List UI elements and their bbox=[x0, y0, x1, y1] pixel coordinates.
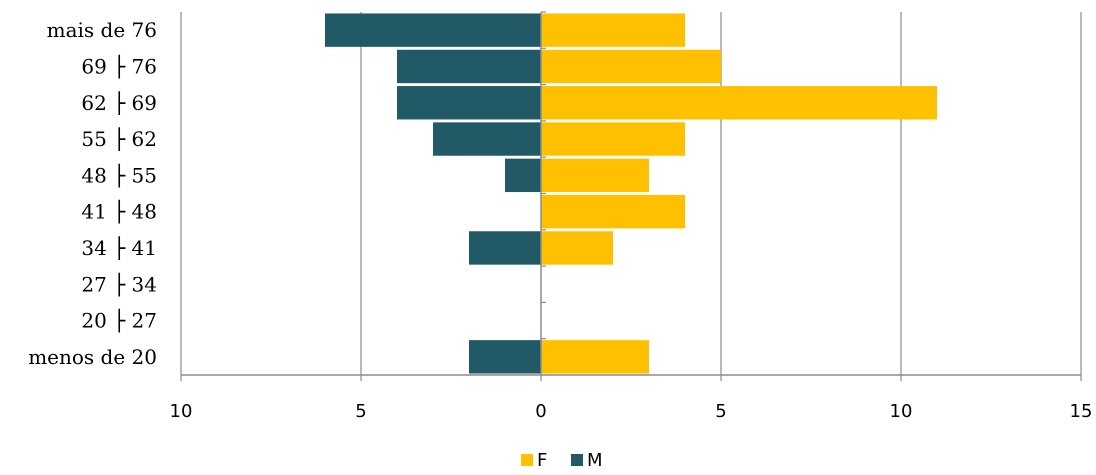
bar-M-8 bbox=[397, 49, 541, 84]
x-tick-label-4: 10 bbox=[890, 401, 913, 422]
legend-label-M: M bbox=[587, 450, 603, 471]
category-label-7: 62 ├ 69 bbox=[81, 91, 157, 115]
bar-F-7 bbox=[541, 86, 937, 120]
x-tick-label-0: 10 bbox=[170, 401, 193, 422]
bar-F-4 bbox=[541, 194, 685, 229]
category-label-3: 34 ├ 41 bbox=[81, 236, 157, 260]
x-tick-label-1: 5 bbox=[355, 401, 366, 422]
x-tick-label-3: 5 bbox=[715, 401, 726, 422]
category-label-8: 69 ├ 76 bbox=[81, 54, 157, 78]
category-labels: menos de 20 20 ├ 27 27 ├ 34 34 ├ 41 41 ├ 48 4… bbox=[28, 18, 157, 369]
bar-M-5 bbox=[505, 158, 541, 193]
category-label-4: 41 ├ 48 bbox=[81, 200, 157, 224]
bars bbox=[325, 13, 937, 374]
legend-label-F: F bbox=[537, 450, 547, 471]
bar-F-3 bbox=[541, 231, 613, 265]
category-label-6: 55 ├ 62 bbox=[81, 127, 157, 151]
bar-M-6 bbox=[433, 122, 541, 156]
bar-F-8 bbox=[541, 49, 721, 84]
x-tick-labels: 10 5 0 5 10 15 bbox=[170, 401, 1093, 422]
category-label-1: 20 ├ 27 bbox=[81, 309, 157, 333]
category-label-5: 48 ├ 55 bbox=[81, 163, 157, 187]
axes bbox=[180, 11, 1082, 381]
legend-swatch-F bbox=[521, 454, 533, 466]
bar-F-5 bbox=[541, 158, 649, 193]
bar-F-0 bbox=[541, 340, 649, 374]
bar-M-3 bbox=[469, 231, 541, 265]
bar-M-7 bbox=[397, 86, 541, 120]
bar-F-6 bbox=[541, 122, 685, 156]
x-tick-label-5: 15 bbox=[1070, 401, 1093, 422]
bar-M-9 bbox=[325, 13, 541, 47]
category-label-2: 27 ├ 34 bbox=[81, 272, 157, 296]
bar-M-0 bbox=[469, 340, 541, 374]
bar-F-9 bbox=[541, 13, 685, 47]
legend-swatch-M bbox=[571, 454, 583, 466]
category-label-0: menos de 20 bbox=[28, 345, 157, 369]
x-tick-label-2: 0 bbox=[535, 401, 546, 422]
category-label-9: mais de 76 bbox=[47, 18, 157, 42]
